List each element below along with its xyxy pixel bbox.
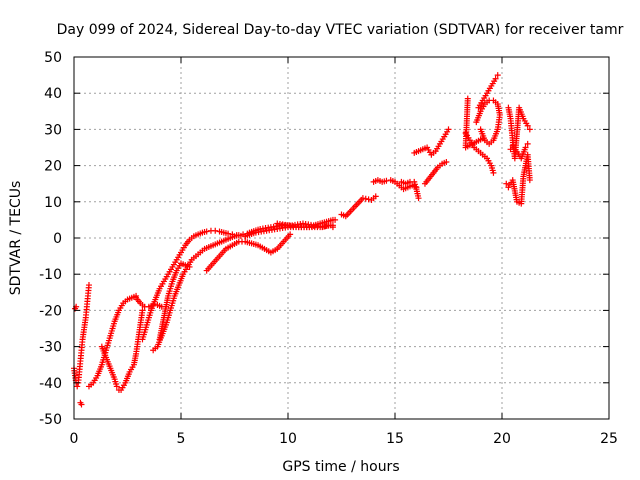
y-tick-label: 10 [44,195,62,211]
series-early-isolated [72,303,85,408]
series-mid-cluster-b [398,178,422,202]
series-climb-b [421,158,450,187]
data-point [225,230,232,237]
data-point [329,224,336,231]
series-rise-second [150,229,255,354]
y-tick-label: -40 [39,376,62,392]
series-early-spike [71,282,92,390]
data-point [78,401,85,408]
data-point [365,196,372,203]
data-point [383,177,390,184]
y-axis-title: SDTVAR / TECUs [8,181,24,296]
y-tick-label: 40 [44,86,62,102]
data-point [85,282,92,289]
series-end-mid [507,140,531,162]
chart-title: Day 099 of 2024, Sidereal Day-to-day VTE… [57,22,624,38]
data-point [372,193,379,200]
y-tick-labels: 50 40 30 20 10 0 -10 -20 -30 -40 -50 [39,50,62,428]
data-point [415,195,422,202]
data-point [503,180,510,187]
data-point [479,135,486,142]
series-late-isolated [462,95,486,151]
series-end-lower [503,151,533,207]
data-point [287,231,294,238]
grid [74,57,609,419]
y-tick-label: -30 [39,340,62,356]
y-tick-label: 50 [44,50,62,66]
x-tick-label: 5 [177,431,186,447]
series-rise-third [156,260,193,343]
data-point [443,158,450,165]
data-point [362,195,369,202]
data-point [212,227,219,234]
data-points [71,72,533,408]
data-point [359,195,366,202]
data-point [507,146,514,153]
series-late-loop [473,97,503,147]
series-plateau-2c [274,220,336,231]
data-point [492,75,499,82]
data-point [332,216,339,223]
y-tick-label: 30 [44,122,62,138]
series-gap-points [338,193,379,220]
data-point [74,383,81,390]
data-point [113,383,120,390]
series-late-upper [475,72,501,111]
data-point [139,307,146,314]
data-point [524,140,531,147]
data-point [522,144,529,151]
data-point [494,72,501,79]
y-tick-label: 0 [53,231,62,247]
series-end-cluster [505,104,533,162]
x-tick-label: 10 [279,431,297,447]
data-point [203,228,210,235]
y-tick-label: -10 [39,267,62,283]
data-point [186,263,193,270]
series-hook [203,231,294,274]
data-point [445,126,452,133]
y-tick-label: -20 [39,303,62,319]
data-point [524,122,531,129]
ticks [73,56,610,420]
data-point [490,169,497,176]
y-tick-label: 20 [44,159,62,175]
data-point [526,126,533,133]
data-point [235,232,242,239]
y-tick-label: -50 [39,412,62,428]
x-tick-labels: 0 5 10 15 20 25 [70,431,618,447]
x-tick-label: 0 [70,431,79,447]
data-point [477,126,484,133]
series-climb [411,126,452,158]
x-axis-title: GPS time / hours [282,459,399,475]
x-tick-label: 25 [600,431,618,447]
x-tick-label: 15 [386,431,404,447]
data-point [526,177,533,184]
x-tick-label: 20 [493,431,511,447]
